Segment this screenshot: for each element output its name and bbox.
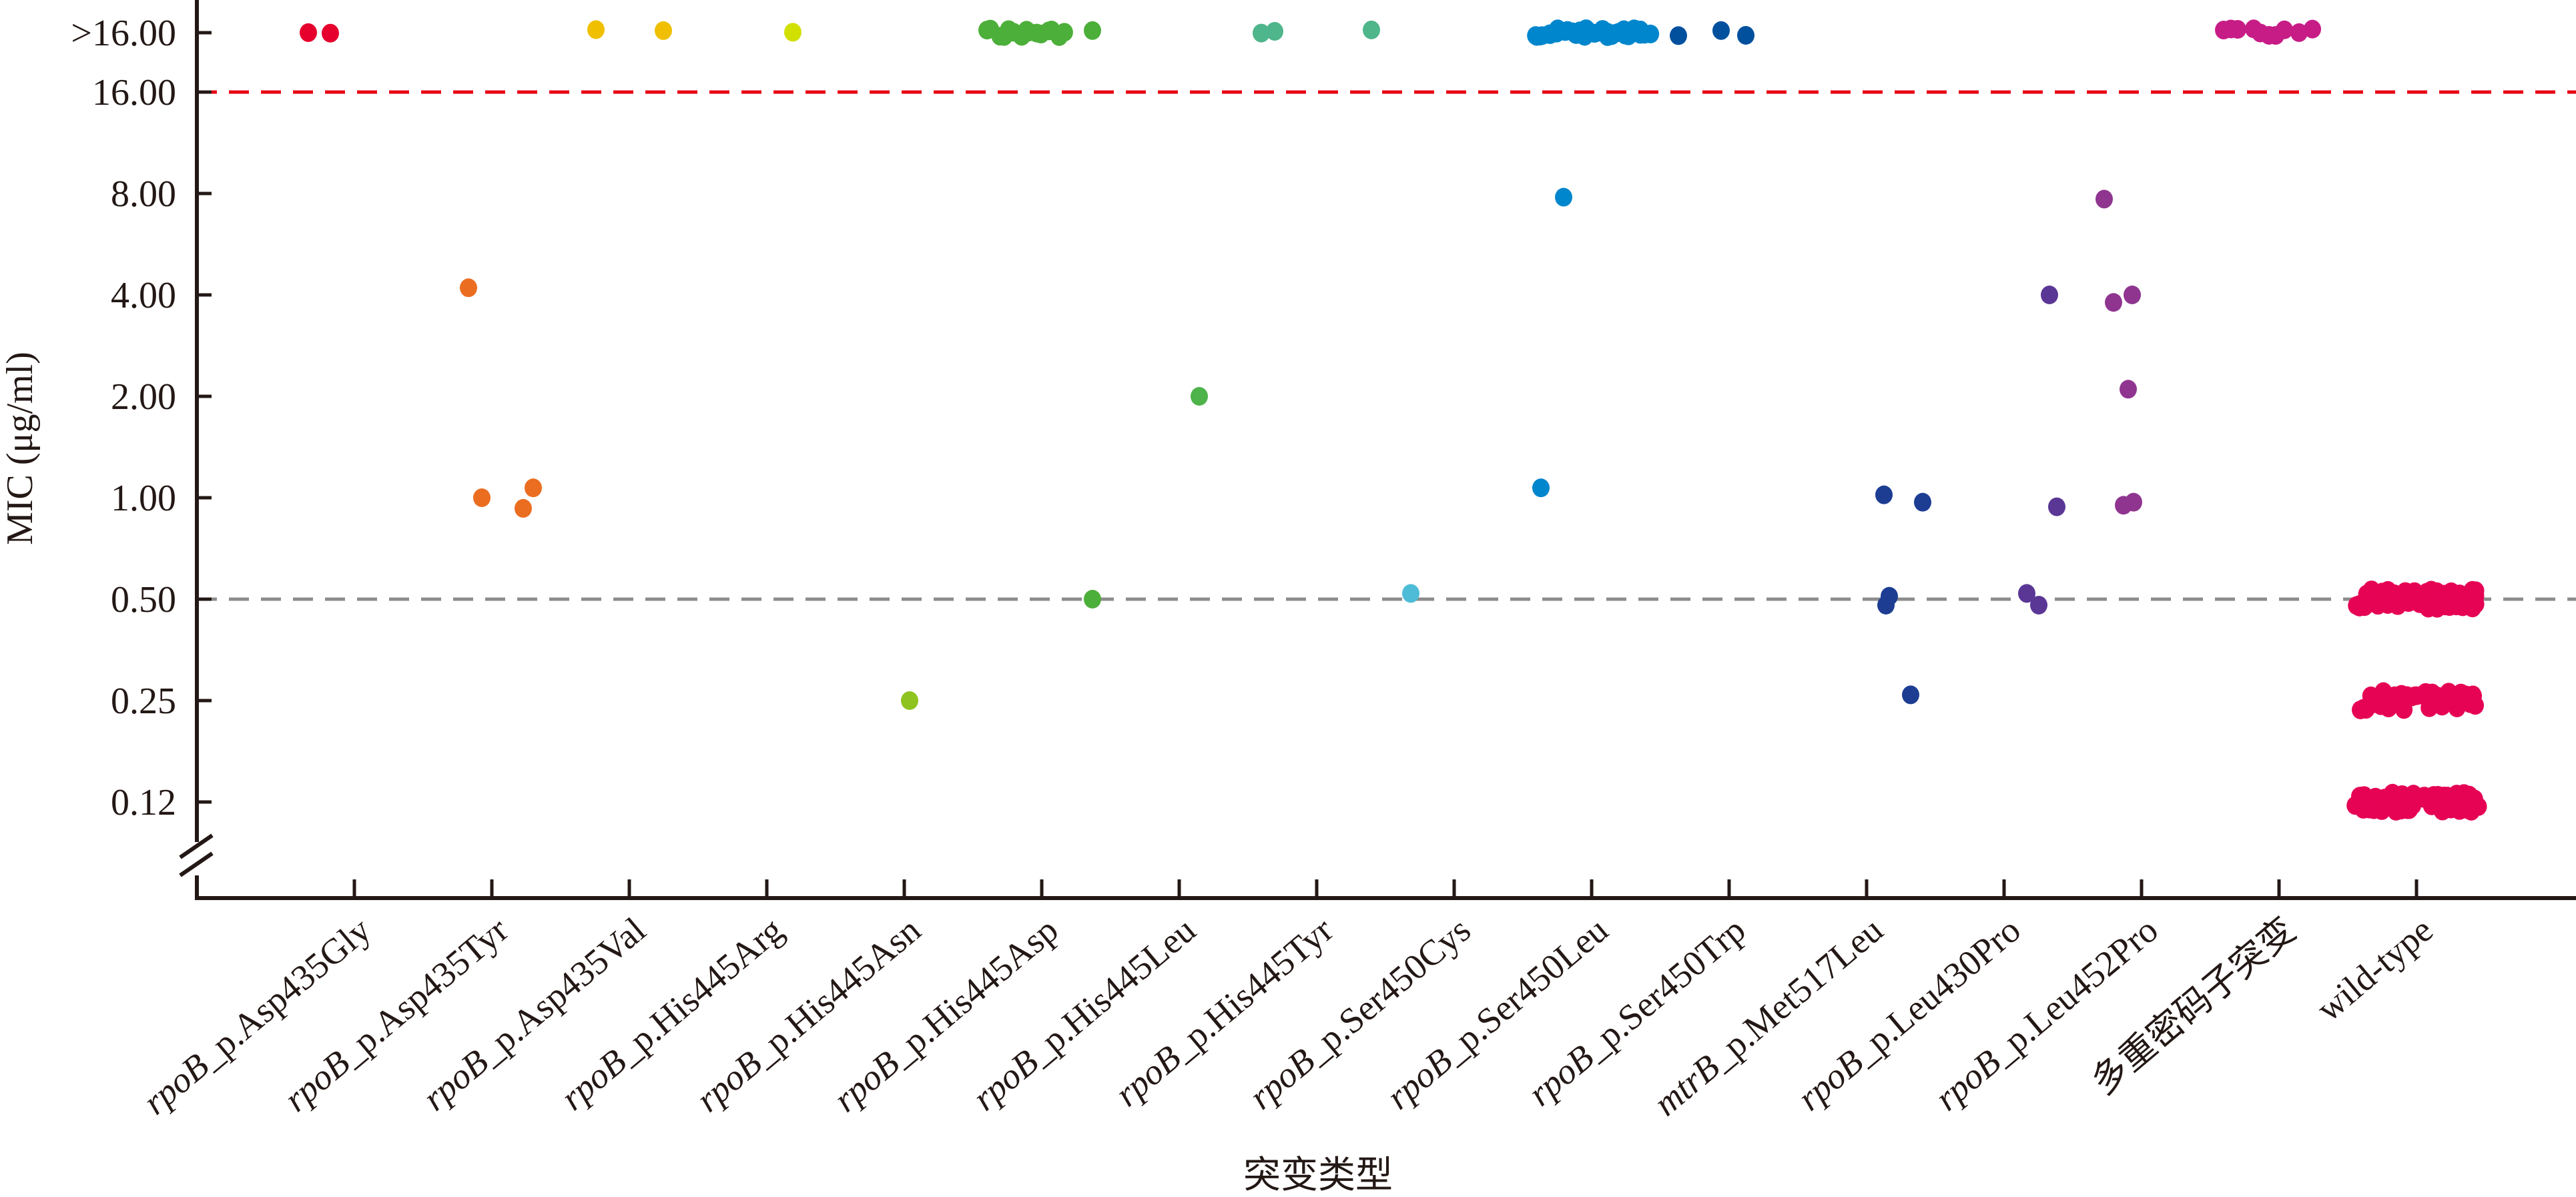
- data-point: [1532, 478, 1550, 498]
- y-tick-label: 0.50: [111, 579, 176, 621]
- data-point: [2467, 594, 2485, 614]
- data-point: [1363, 20, 1380, 39]
- x-tick-label: mtrB_p.Met517Leu: [1646, 909, 1891, 1124]
- data-point: [515, 498, 532, 518]
- data-point: [2018, 584, 2035, 603]
- data-point: [1737, 25, 1754, 45]
- data-point: [1084, 21, 1101, 40]
- data-point: [2229, 19, 2246, 39]
- data-point: [2467, 696, 2485, 715]
- data-point: [2304, 19, 2321, 39]
- y-ticks: >16.00 16.00 8.00 4.00 2.00 1.00 0.50 0.25 0.12: [71, 13, 212, 823]
- y-tick-label: 1.00: [111, 478, 176, 519]
- axis-break-icon: [179, 833, 214, 877]
- data-point: [2030, 595, 2047, 615]
- x-tick-label: rpoB_p.Leu430Pro: [1790, 909, 2028, 1118]
- reference-lines: [197, 90, 2576, 601]
- data-point: [322, 23, 339, 43]
- data-point: [2469, 797, 2487, 816]
- y-tick-label: 2.00: [111, 376, 176, 418]
- data-point: [2448, 698, 2466, 717]
- data-point: [473, 488, 491, 507]
- data-point: [2276, 20, 2293, 39]
- data-point: [1877, 595, 1895, 615]
- y-tick-label: >16.00: [71, 13, 176, 54]
- x-tick-label: rpoB_p.Asp435Tyr: [276, 909, 516, 1119]
- data-point: [1642, 24, 1660, 43]
- x-ticks: rpoB_p.Asp435GlyrpoB_p.Asp435TyrrpoB_p.A…: [135, 879, 2441, 1124]
- data-point: [2048, 497, 2065, 516]
- data-point: [1875, 485, 1893, 504]
- x-tick-label: rpoB_p.Asp435Val: [415, 909, 653, 1118]
- x-tick-label: rpoB_p.His445Arg: [553, 909, 791, 1118]
- data-point: [525, 478, 542, 498]
- y-tick-label: 8.00: [111, 173, 176, 215]
- axes: [179, 0, 2576, 900]
- data-point: [300, 23, 317, 42]
- data-point: [655, 21, 672, 40]
- y-tick-label: 4.00: [111, 275, 176, 316]
- x-tick-label: rpoB_p.His445Asn: [689, 909, 928, 1120]
- data-points: [300, 19, 2487, 821]
- data-point: [460, 278, 477, 298]
- y-tick-label: 0.12: [111, 782, 176, 823]
- data-point: [1191, 387, 1208, 406]
- y-tick-label: 16.00: [92, 72, 176, 113]
- data-point: [1084, 590, 1101, 609]
- x-tick-label: rpoB_p.His445Leu: [965, 909, 1203, 1118]
- data-point: [1902, 685, 1919, 705]
- y-axis-title: MIC (μg/ml): [0, 352, 41, 545]
- y-tick-label: 0.25: [111, 681, 176, 722]
- x-tick-label: rpoB_p.Asp435Gly: [135, 909, 378, 1122]
- data-point: [587, 20, 605, 39]
- data-point: [1055, 23, 1073, 42]
- data-point: [2125, 492, 2142, 512]
- data-point: [2105, 293, 2122, 312]
- data-point: [2290, 23, 2308, 42]
- data-point: [2120, 380, 2137, 399]
- data-point: [2096, 189, 2113, 209]
- data-point: [1555, 187, 1572, 207]
- data-point: [2124, 286, 2141, 304]
- data-point: [901, 691, 918, 710]
- x-tick-label: wild-type: [2309, 909, 2441, 1029]
- data-point: [784, 23, 801, 42]
- x-tick-label: rpoB_p.His445Asp: [826, 909, 1066, 1120]
- x-axis-title: 突变类型: [1243, 1155, 1393, 1196]
- data-point: [1253, 23, 1270, 43]
- data-point: [1670, 26, 1687, 45]
- data-point: [1914, 492, 1931, 512]
- data-point: [1266, 21, 1283, 41]
- data-point: [2041, 286, 2058, 304]
- data-point: [1402, 584, 1419, 603]
- data-point: [1712, 21, 1730, 40]
- mutation-label: wild-type: [2309, 909, 2441, 1029]
- x-tick-label: rpoB_p.Leu452Pro: [1927, 909, 2166, 1118]
